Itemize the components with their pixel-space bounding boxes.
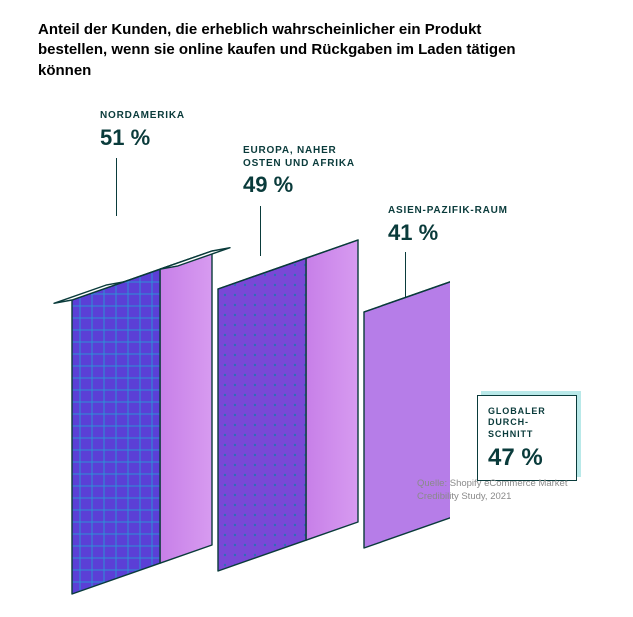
bar-0-side: [160, 251, 212, 563]
global-average-label: GLOBALER DURCH-SCHNITT: [488, 406, 566, 440]
region-0-name: NORDAMERIKA: [100, 110, 185, 123]
label-region-0: NORDAMERIKA 51 %: [100, 110, 185, 151]
global-average-box: GLOBALER DURCH-SCHNITT 47 %: [477, 395, 577, 481]
isometric-bar-chart: [20, 150, 450, 610]
bar-1-side: [306, 240, 358, 540]
source-citation: Quelle: Shopify eCommerce Market Credibi…: [417, 478, 577, 504]
global-average-value: 47 %: [488, 444, 566, 472]
bar-1-front: [218, 258, 306, 571]
region-0-value: 51 %: [100, 125, 185, 151]
chart-title: Anteil der Kunden, die erheblich wahrsch…: [38, 20, 518, 81]
bar-0-front: [72, 269, 160, 594]
bar-2-front: [364, 281, 450, 548]
